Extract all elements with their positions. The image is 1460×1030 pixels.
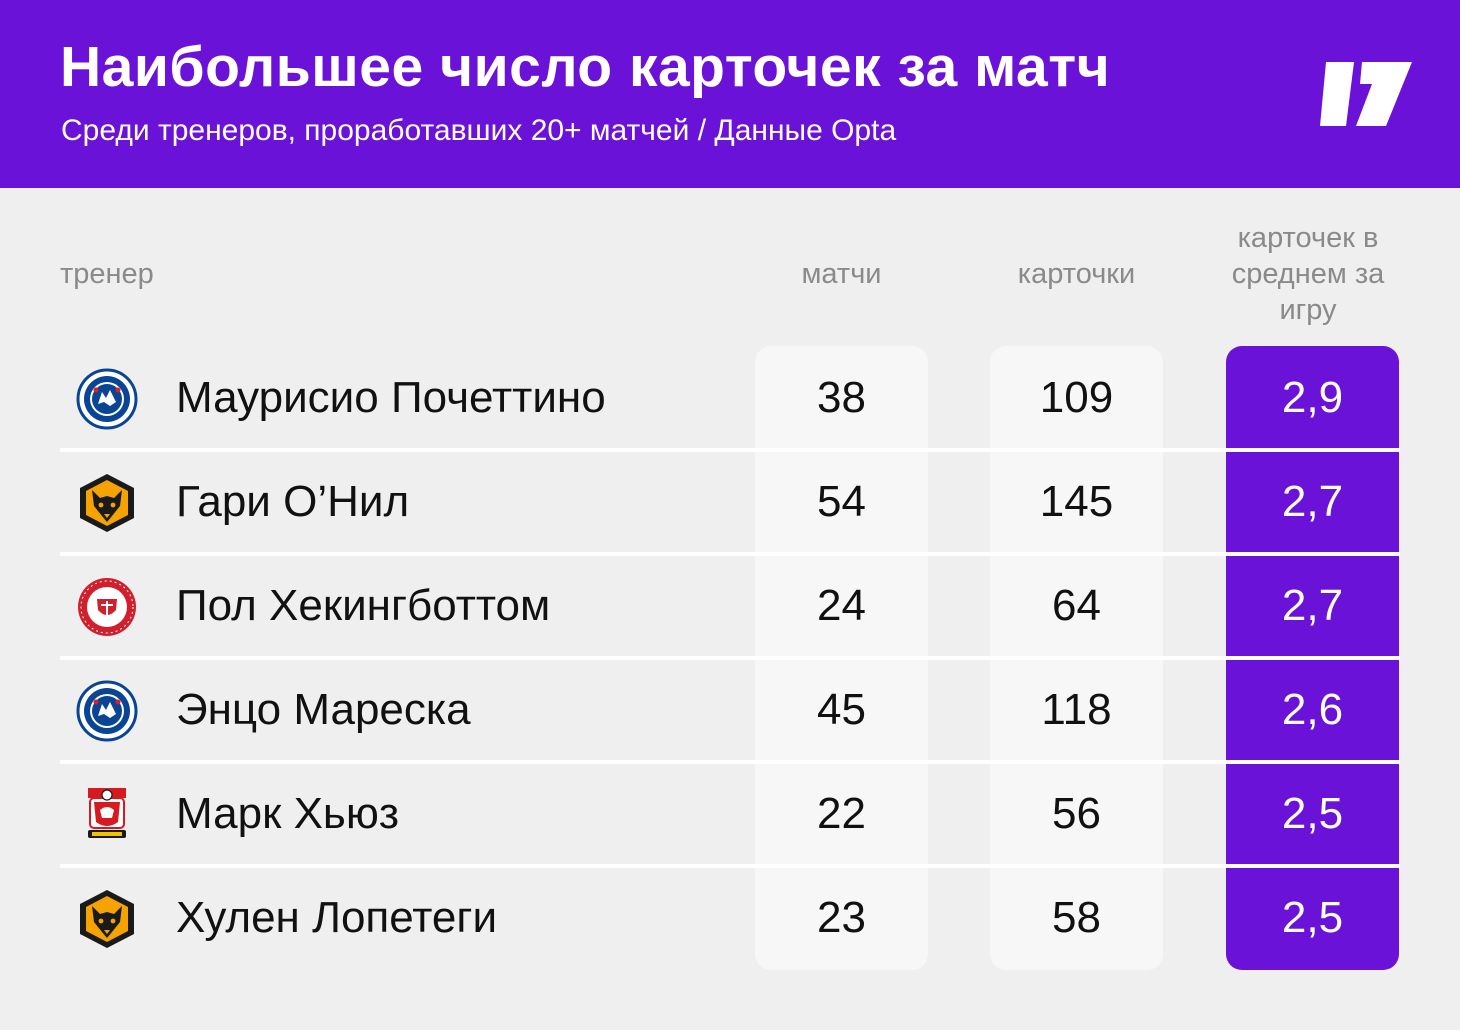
trainer-name: Маурисио Почеттино bbox=[176, 373, 606, 422]
trainer-name: Марк Хьюз bbox=[176, 789, 400, 838]
trainer-name: Хулен Лопетеги bbox=[176, 893, 498, 942]
header-banner: Наибольшее число карточек за матч Среди … bbox=[0, 0, 1460, 188]
sheffield-united-crest-icon bbox=[78, 578, 136, 636]
cards-value: 109 bbox=[1039, 373, 1114, 422]
avg-cards-value: 2,6 bbox=[1281, 685, 1344, 734]
table-row: Хулен Лопетеги 23 58 2,5 bbox=[0, 866, 1460, 970]
avg-cards-value: 2,7 bbox=[1281, 581, 1344, 630]
matches-value: 38 bbox=[817, 373, 866, 422]
row-divider bbox=[60, 864, 1400, 868]
matches-value: 24 bbox=[817, 581, 866, 630]
row-divider bbox=[60, 656, 1400, 660]
cards-value: 58 bbox=[1052, 893, 1101, 942]
avg-cards-value: 2,7 bbox=[1281, 477, 1344, 526]
table-row: Энцо Мареска 45 118 2,6 bbox=[0, 658, 1460, 762]
column-header-cards: карточки bbox=[1017, 258, 1136, 290]
table-row: Маурисио Почеттино 38 109 2,9 bbox=[0, 346, 1460, 450]
avg-cards-value: 2,5 bbox=[1281, 893, 1344, 942]
avg-cards-value: 2,5 bbox=[1281, 789, 1344, 838]
column-header-matches: матчи bbox=[801, 258, 882, 290]
page-subtitle: Среди тренеров, проработавших 20+ матчей… bbox=[61, 114, 897, 147]
matches-value: 22 bbox=[817, 789, 866, 838]
row-divider bbox=[60, 760, 1400, 764]
southampton-crest-icon bbox=[88, 788, 126, 838]
matches-value: 45 bbox=[817, 685, 866, 734]
trainer-name: Энцо Мареска bbox=[176, 685, 471, 734]
matches-value: 54 bbox=[817, 477, 866, 526]
cards-value: 64 bbox=[1052, 581, 1101, 630]
row-divider bbox=[60, 552, 1400, 556]
column-header-trainer: тренер bbox=[60, 258, 154, 290]
row-divider bbox=[60, 448, 1400, 452]
cards-value: 145 bbox=[1039, 477, 1114, 526]
trainer-name: Пол Хекингботтом bbox=[176, 581, 551, 630]
wolves-crest-icon bbox=[80, 474, 134, 532]
trainer-name: Гари О’Нил bbox=[176, 477, 410, 526]
table-row: Пол Хекингботтом 24 64 2,7 bbox=[0, 554, 1460, 658]
table-row: Марк Хьюз 22 56 2,5 bbox=[0, 762, 1460, 866]
wolves-crest-icon bbox=[80, 890, 134, 948]
table-row: Гари О’Нил 54 145 2,7 bbox=[0, 450, 1460, 554]
avg-cards-value: 2,9 bbox=[1281, 373, 1344, 422]
chelsea-crest-icon bbox=[76, 368, 138, 430]
chelsea-crest-icon bbox=[76, 680, 138, 742]
publisher-logo-icon bbox=[1320, 62, 1412, 126]
cards-value: 118 bbox=[1041, 685, 1112, 734]
column-header-avg: карточек в среднем за игру bbox=[1231, 222, 1385, 326]
page-title: Наибольшее число карточек за матч bbox=[60, 35, 1111, 99]
matches-value: 23 bbox=[817, 893, 866, 942]
cards-value: 56 bbox=[1052, 789, 1101, 838]
